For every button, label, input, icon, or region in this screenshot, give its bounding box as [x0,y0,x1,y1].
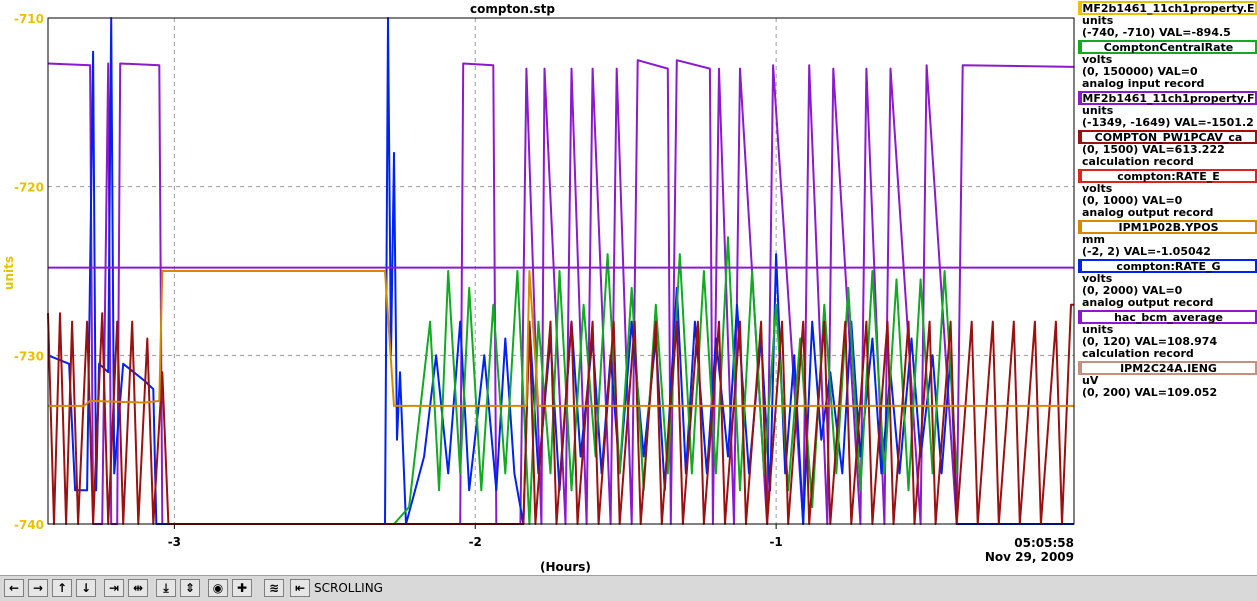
y-tick-label: -730 [14,349,44,363]
y-tick-label: -710 [14,12,44,26]
autoscale-icon[interactable]: ◉ [208,579,228,597]
y-tick-label: -740 [14,518,44,532]
legend-info-line: calculation record [1082,347,1194,360]
toolbar: ← → ↑ ↓ ⇥ ⇹ ⤓ ⇕ ◉ ✚ ≋ ⇤ SCROLLING [0,575,1257,601]
legend-info-line: analog output record [1082,296,1214,309]
pan-down-icon[interactable]: ↓ [76,579,96,597]
y-axis-label: units [2,256,16,291]
legend-entry-COMPTON_PW1PCAV_ca[interactable]: COMPTON_PW1PCAV_ca [1078,130,1257,144]
legend-info-line: volts [1082,182,1113,195]
legend-info-line: volts [1082,53,1113,66]
timestamp-time: 05:05:58 [1014,536,1074,550]
timestamp-date: Nov 29, 2009 [984,550,1074,564]
plot-canvas[interactable]: -3 -2 -1 -710 -720 -730 -740 [0,0,1077,575]
legend-info-line: mm [1082,233,1105,246]
legend-info-line: (-2, 2) VAL=-1.05042 [1082,245,1211,258]
scroll-status: SCROLLING [314,581,383,595]
legend-entry-MF2b1461_11ch1property.F[interactable]: MF2b1461_11ch1property.F [1078,91,1257,105]
legend-entry-ComptonCentralRate[interactable]: ComptonCentralRate [1078,40,1257,54]
legend-entry-IPM1P02B.YPOS[interactable]: IPM1P02B.YPOS [1078,220,1257,234]
plot-frame [47,17,1075,525]
series-line-IPM1P02B.YPOS [48,270,1074,407]
legend-info-line: uV [1082,374,1099,387]
zoom-in-x-icon[interactable]: ⇥ [104,579,124,597]
legend-info-line: (0, 200) VAL=109.052 [1082,386,1218,399]
x-tick-label: -1 [769,535,782,549]
time-stamp: 05:05:58 Nov 29, 2009 [985,536,1074,564]
style-icon[interactable]: ≋ [264,579,284,597]
x-tick-label: -2 [469,535,482,549]
zoom-in-y-icon[interactable]: ⤓ [156,579,176,597]
pan-left-icon[interactable]: ← [4,579,24,597]
y-tick-label: -720 [14,181,44,195]
legend-info-line: (0, 150000) VAL=0 [1082,65,1198,78]
legend-info-line: units [1082,14,1114,27]
legend-info-line: analog input record [1082,77,1205,90]
legend-info-line: (0, 1500) VAL=613.222 [1082,143,1225,156]
legend-entry-IPM2C24A.IENG[interactable]: IPM2C24A.IENG [1078,361,1257,375]
x-tick-label: -3 [168,535,181,549]
pan-right-icon[interactable]: → [28,579,48,597]
legend-entry-hac_bcm_average[interactable]: hac_bcm_average [1078,310,1257,324]
scroll-back-icon[interactable]: ⇤ [290,579,310,597]
legend-info-line: (-1349, -1649) VAL=-1501.2 [1082,116,1254,129]
zoom-out-y-icon[interactable]: ⇕ [180,579,200,597]
legend-info-line: (0, 120) VAL=108.974 [1082,335,1218,348]
add-icon[interactable]: ✚ [232,579,252,597]
x-axis-label: (Hours) [540,560,591,574]
chart-title: compton.stp [470,2,556,16]
zoom-out-x-icon[interactable]: ⇹ [128,579,148,597]
legend-entry-compton:RATE_G[interactable]: compton:RATE_G [1078,259,1257,273]
legend-info-line: units [1082,104,1114,117]
legend-entry-MF2b1461_11ch1property.E[interactable]: MF2b1461_11ch1property.E [1078,1,1257,15]
legend-info-line: analog output record [1082,206,1214,219]
legend-info-line: (-740, -710) VAL=-894.5 [1082,26,1231,39]
pan-up-icon[interactable]: ↑ [52,579,72,597]
legend-info-line: volts [1082,272,1113,285]
legend-info-line: (0, 2000) VAL=0 [1082,284,1183,297]
series-line-COMPTON_PW1PCAV_ca [47,303,1074,525]
legend-info-line: units [1082,323,1114,336]
series-line-ComptonCentralRate [393,236,958,525]
legend-panel: MF2b1461_11ch1property.E units (-740, -710… [1078,0,1257,399]
legend-info-line: (0, 1000) VAL=0 [1082,194,1183,207]
legend-entry-compton:RATE_E[interactable]: compton:RATE_E [1078,169,1257,183]
legend-info-line: calculation record [1082,155,1194,168]
